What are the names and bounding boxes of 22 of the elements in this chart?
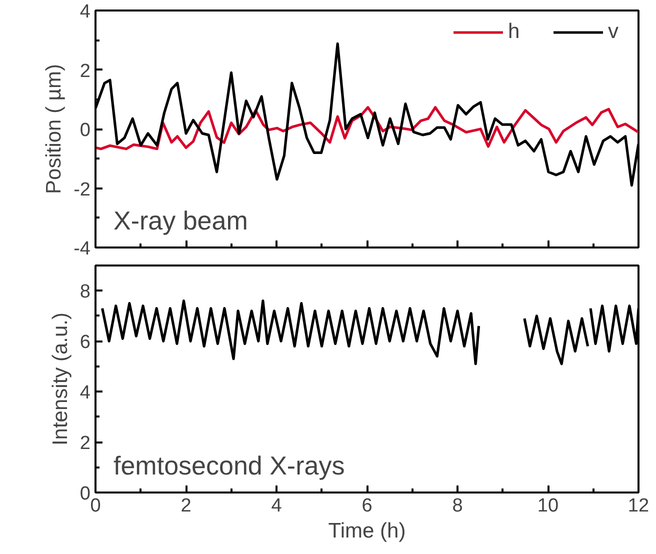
y-tick-label: 4 xyxy=(80,2,91,22)
x-axis-title: Time (h) xyxy=(328,520,406,542)
x-tick-label: 6 xyxy=(362,496,372,516)
x-tick-label: 12 xyxy=(628,496,650,516)
x-tick-label: 10 xyxy=(537,496,559,516)
x-tick-label: 4 xyxy=(271,496,282,516)
y-tick-label: -4 xyxy=(74,238,91,260)
y-tick-label: 2 xyxy=(80,433,91,454)
annotation: X-ray beam xyxy=(114,206,248,236)
y-tick-label: 4 xyxy=(80,382,91,404)
legend-label: h xyxy=(508,20,521,44)
annotation: femtosecond X-rays xyxy=(114,450,345,480)
x-tick-label: 8 xyxy=(452,496,463,516)
y-axis-title: Position ( µm) xyxy=(42,64,66,194)
y-tick-label: -2 xyxy=(74,179,91,200)
y-tick-label: 2 xyxy=(80,60,91,82)
x-tick-label: 2 xyxy=(180,496,192,516)
y-tick-label: 0 xyxy=(80,120,91,141)
y-tick-label: 8 xyxy=(80,282,91,303)
legend-label: v xyxy=(608,20,620,44)
y-axis-title: Intensity (a.u.) xyxy=(48,312,72,446)
y-tick-label: 6 xyxy=(80,332,91,354)
